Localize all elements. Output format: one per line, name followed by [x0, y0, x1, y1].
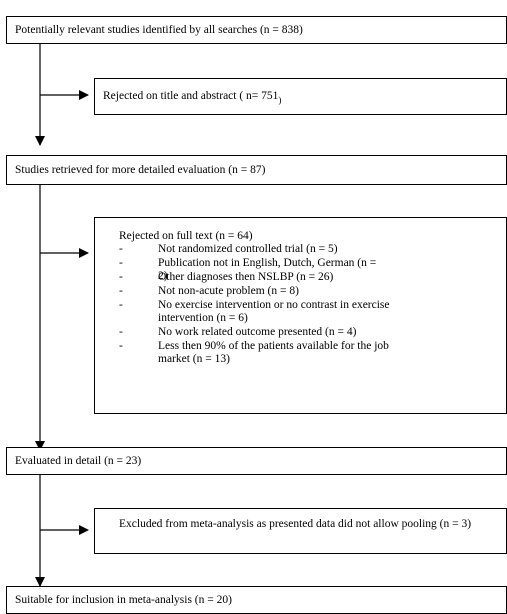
retrieved-text: Studies retrieved for more detailed eval…: [15, 164, 266, 176]
identified-box: Potentially relevant studies identified …: [6, 16, 507, 44]
bullet-marker: -: [119, 299, 123, 311]
bullet-marker: -: [119, 271, 123, 283]
retrieved-box: Studies retrieved for more detailed eval…: [6, 155, 507, 185]
title-abstract-exclusion-box: Rejected on title and abstract ( n= 751): [94, 78, 507, 115]
reason-item: Publication not in English, Dutch, Germa…: [158, 257, 377, 282]
reason-item: No work related outcome presented (n = 4…: [158, 326, 357, 338]
full-text-heading: Rejected on full text (n = 64): [119, 230, 253, 242]
reason-item: Less then 90% of the patients available …: [158, 340, 389, 365]
evaluated-box: Evaluated in detail (n = 23): [6, 447, 507, 475]
bullet-marker: -: [119, 257, 123, 269]
bullet-marker: -: [119, 243, 123, 255]
reason-item: Not non-acute problem (n = 8): [158, 285, 299, 297]
reason-item: Other diagnoses then NSLBP (n = 26): [158, 271, 334, 283]
meta-exclusion-box: Excluded from meta-analysis as presented…: [94, 508, 507, 554]
bullet-marker: -: [119, 285, 123, 297]
suitable-box: Suitable for inclusion in meta-analysis …: [6, 586, 507, 614]
reason-item: No exercise intervention or no contrast …: [158, 299, 390, 324]
suitable-text: Suitable for inclusion in meta-analysis …: [15, 594, 232, 606]
title-abstract-text: Rejected on title and abstract ( n= 751): [103, 90, 282, 105]
evaluated-text: Evaluated in detail (n = 23): [15, 455, 142, 467]
full-text-exclusion-box: Rejected on full text (n = 64) - Not ran…: [94, 217, 507, 414]
meta-exclusion-text: Excluded from meta-analysis as presented…: [119, 518, 472, 530]
bullet-marker: -: [119, 326, 123, 338]
bullet-marker: -: [119, 340, 123, 352]
reason-item: Not randomized controlled trial (n = 5): [158, 243, 338, 255]
identified-text: Potentially relevant studies identified …: [15, 24, 303, 36]
